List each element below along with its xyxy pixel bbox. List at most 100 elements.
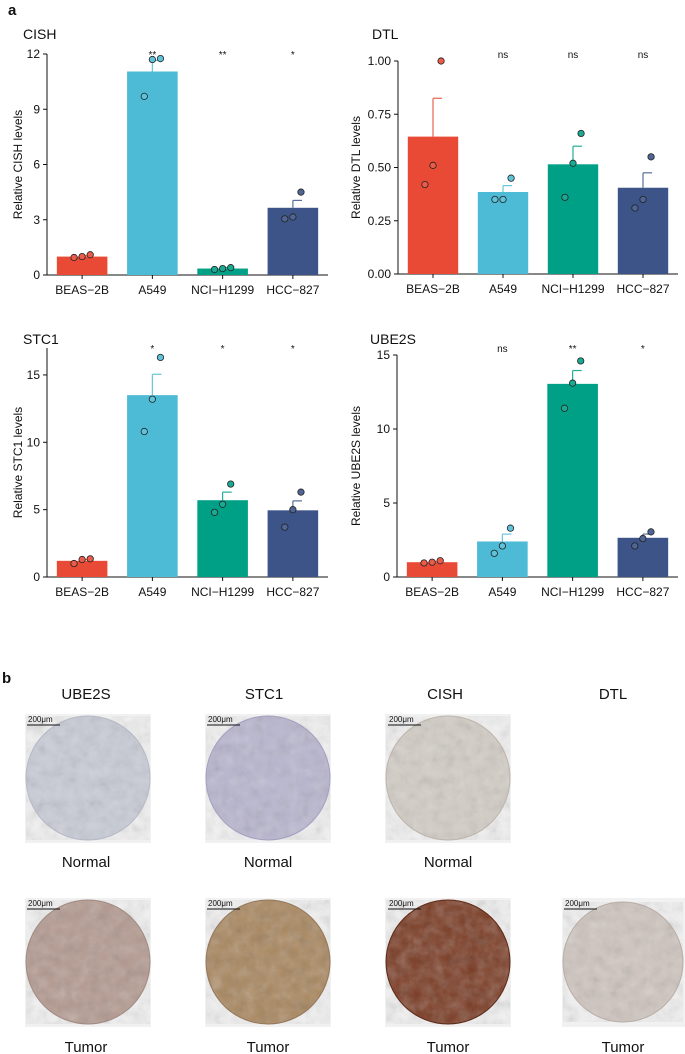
significance-label: * <box>221 344 225 355</box>
data-point <box>70 559 78 568</box>
scale-bar-label: 200μm <box>565 899 590 908</box>
ihc-tumor-label-ube2s: Tumor <box>65 1039 108 1054</box>
y-tick-label: 15 <box>377 348 391 362</box>
significance-label: ns <box>638 50 649 61</box>
chart-title: UBE2S <box>370 331 416 347</box>
data-point <box>421 180 429 189</box>
data-point <box>560 404 569 412</box>
scale-bar-label: 200μm <box>28 715 53 724</box>
scale-bar-label: 200μm <box>28 899 53 908</box>
bar-a549 <box>127 71 178 275</box>
x-tick-label: BEAS−2B <box>405 585 459 599</box>
bar-a549 <box>127 395 178 577</box>
ihc-normal-label-ube2s: Normal <box>62 854 110 871</box>
x-tick-label: HCC−827 <box>266 283 319 297</box>
ihc-image-stc1-normal <box>205 714 331 843</box>
scale-bar-label: 200μm <box>208 899 233 908</box>
data-point <box>569 159 577 167</box>
ihc-normal-label-cish: Normal <box>424 854 472 871</box>
data-point <box>78 555 86 564</box>
data-point <box>420 559 428 567</box>
ihc-tumor-label-dtl: Tumor <box>602 1039 645 1054</box>
data-point <box>281 215 289 223</box>
chart-cish: CISH Relative CISH levels 0 3 6 9 12 BEAS−2B A54… <box>11 26 328 297</box>
x-tick-label: BEAS−2B <box>55 585 109 599</box>
data-point <box>140 427 148 436</box>
bar-beas-2b <box>56 560 108 577</box>
y-tick-label: 5 <box>383 496 390 510</box>
ihc-gene-label-stc1: STC1 <box>245 686 283 703</box>
data-point <box>156 55 165 63</box>
scale-bar-label: 200μm <box>389 899 414 908</box>
ihc-gene-label-cish: CISH <box>427 686 463 703</box>
data-point <box>499 195 507 204</box>
bar-nci-h1299 <box>547 383 598 577</box>
y-axis-label: Relative CISH levels <box>11 110 25 219</box>
ihc-normal-label-stc1: Normal <box>244 854 292 871</box>
data-point <box>631 204 639 212</box>
data-point <box>289 213 297 221</box>
data-point <box>156 353 165 362</box>
significance-label: * <box>641 344 645 355</box>
y-tick-label: 0.25 <box>368 214 392 228</box>
x-tick-label: A549 <box>138 283 166 297</box>
scale-bar: 200μm <box>388 715 421 726</box>
y-tick-label: 0.50 <box>368 161 392 175</box>
scale-bar-label: 200μm <box>389 715 414 724</box>
ihc-image-ube2s-tumor <box>25 898 151 1027</box>
ihc-tumor-label-cish: Tumor <box>427 1039 470 1054</box>
significance-label: ns <box>497 344 508 355</box>
x-tick-label: A549 <box>489 282 517 296</box>
ihc-image-cish-normal <box>385 714 511 843</box>
x-tick-label: A549 <box>138 585 166 599</box>
bar-beas-2b <box>407 136 459 274</box>
chart-dtl: DTL Relative DTL levels 0.00 0.25 0.50 0.75 1.… <box>349 26 678 296</box>
ihc-gene-label-dtl: DTL <box>599 686 627 703</box>
scale-bar: 200μm <box>207 899 240 910</box>
y-axis-label: Relative UBE2S levels <box>349 406 363 526</box>
data-point <box>561 193 569 201</box>
data-point <box>506 524 515 532</box>
data-point <box>227 480 235 488</box>
bar-nci-h1299 <box>547 164 599 274</box>
chart-stc1: STC1 Relative STC1 levels 0 5 10 15 BEAS−2B A54… <box>11 331 328 599</box>
bar-beas-2b <box>406 562 458 577</box>
data-point <box>219 264 227 273</box>
data-point <box>210 508 219 516</box>
scale-bar: 200μm <box>27 899 60 910</box>
scale-bar: 200μm <box>564 899 597 910</box>
y-tick-label: 5 <box>33 503 40 517</box>
x-tick-label: BEAS−2B <box>55 283 109 297</box>
y-tick-label: 0.00 <box>368 267 392 281</box>
data-point <box>577 129 585 138</box>
data-point <box>490 549 498 557</box>
significance-label: ** <box>219 50 227 61</box>
data-point <box>429 161 437 169</box>
data-point <box>86 555 94 563</box>
data-point <box>297 488 305 496</box>
scale-bar: 200μm <box>207 715 240 726</box>
data-point <box>70 253 78 262</box>
bar-hcc-827 <box>267 510 319 577</box>
x-tick-label: A549 <box>488 585 516 599</box>
ihc-panel: UBE2S STC1 CISH DTL Normal Normal Normal <box>25 686 685 1054</box>
scale-bar: 200μm <box>27 715 60 726</box>
data-point <box>428 558 436 566</box>
y-tick-label: 1.00 <box>368 54 392 68</box>
data-point <box>647 153 655 161</box>
panel-label-a: a <box>8 2 17 19</box>
bar-beas-2b <box>56 256 108 275</box>
data-point <box>86 251 94 259</box>
y-tick-label: 10 <box>377 422 391 436</box>
significance-label: ** <box>569 344 577 355</box>
x-tick-label: NCI−H1299 <box>191 585 254 599</box>
y-tick-label: 15 <box>27 368 41 382</box>
significance-label: ns <box>498 50 509 61</box>
x-tick-label: NCI−H1299 <box>541 585 604 599</box>
data-point <box>219 500 227 508</box>
data-point <box>639 534 647 543</box>
data-point <box>297 188 305 196</box>
data-point <box>639 195 647 204</box>
data-point <box>227 264 235 272</box>
